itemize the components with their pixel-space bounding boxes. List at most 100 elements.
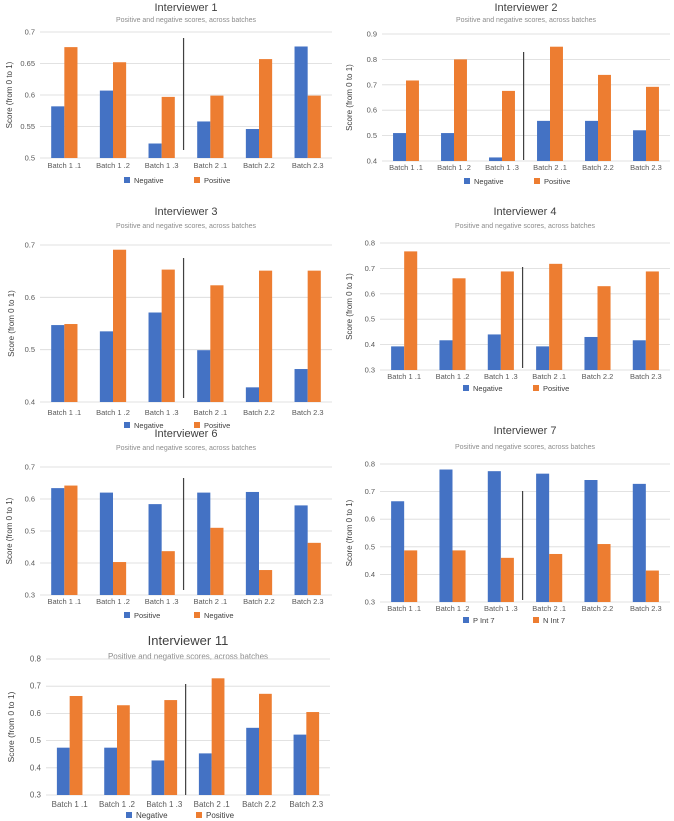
bar-positive-batch-1-2 (117, 705, 130, 795)
legend-label-positive: Positive (204, 176, 230, 185)
bar-positive-batch-2-2 (598, 74, 611, 161)
bar-negative-batch-1-1 (391, 346, 405, 370)
bar-positive-batch-2-3 (307, 95, 321, 158)
x-tick-label: Batch 2.2 (582, 372, 614, 381)
y-axis-label: Score (from 0 to 1) (7, 290, 16, 357)
bar-positive-batch-2-2 (259, 270, 273, 402)
x-tick-label: Batch 2 .1 (193, 408, 227, 417)
bar-positive-batch-1-1 (51, 488, 65, 595)
y-tick-label: 0.7 (365, 487, 375, 496)
x-tick-label: Batch 2.2 (243, 597, 275, 606)
x-tick-label: Batch 2.3 (630, 163, 662, 172)
bar-negative-batch-2-2 (246, 727, 259, 795)
x-tick-label: Batch 1 .1 (387, 604, 421, 613)
bar-n-int-7-batch-2-1 (549, 553, 563, 602)
bar-positive-batch-2-2 (597, 286, 611, 370)
bar-negative-batch-1-2 (113, 562, 127, 595)
x-tick-label: Batch 1 .2 (436, 372, 470, 381)
legend-label-n-int-7: N Int 7 (543, 616, 565, 625)
chart-title: Interviewer 3 (155, 206, 218, 218)
bar-negative-batch-2-1 (197, 121, 211, 158)
bar-positive-batch-1-1 (406, 80, 419, 161)
bar-negative-batch-1-3 (161, 551, 175, 595)
chart-interviewer-11: Interviewer 11 Positive and negative scor… (0, 632, 336, 821)
bar-p-int-7-batch-2-3 (632, 483, 646, 602)
bar-positive-batch-1-2 (454, 59, 467, 161)
bar-positive-batch-2-3 (645, 271, 659, 370)
legend-label-negative: Negative (473, 384, 503, 393)
y-tick-label: 0.55 (20, 122, 35, 131)
y-tick-label: 0.3 (365, 366, 375, 375)
chart-svg: Interviewer 3 Positive and negative score… (7, 206, 332, 430)
legend-label-negative: Negative (474, 177, 504, 186)
bar-negative-batch-2-3 (294, 46, 308, 158)
bar-negative-batch-1-2 (104, 747, 117, 795)
x-tick-label: Batch 2.2 (243, 161, 275, 170)
chart-title: Interviewer 7 (494, 425, 557, 437)
bar-positive-batch-1-3 (161, 96, 175, 158)
chart-svg: Interviewer 11 Positive and negative scor… (6, 633, 330, 820)
bar-negative-batch-1-2 (99, 331, 113, 402)
bar-negative-batch-2-3 (632, 340, 646, 370)
chart-svg: Interviewer 7 Positive and negative score… (345, 425, 670, 625)
chart-interviewer-3: Interviewer 3 Positive and negative score… (0, 205, 336, 430)
bar-negative-batch-1-1 (393, 133, 406, 161)
bar-positive-batch-1-2 (452, 278, 466, 370)
y-tick-label: 0.65 (20, 59, 35, 68)
x-tick-label: Batch 1 .3 (485, 163, 519, 172)
legend-swatch-positive (124, 612, 130, 618)
y-tick-label: 0.4 (365, 340, 375, 349)
bar-positive-batch-1-1 (64, 47, 78, 159)
y-tick-label: 0.4 (25, 398, 35, 407)
legend-swatch-n-int-7 (533, 617, 539, 623)
bar-negative-batch-1-2 (99, 90, 113, 158)
legend-label-positive: Positive (544, 177, 570, 186)
bar-positive-batch-2-1 (210, 285, 224, 402)
bar-positive-batch-1-1 (69, 695, 83, 795)
chart-subtitle: Positive and negative scores, across bat… (456, 17, 597, 24)
bar-positive-batch-1-3 (148, 504, 162, 595)
x-tick-label: Batch 1 .2 (436, 604, 470, 613)
bar-negative-batch-2-2 (585, 120, 598, 161)
y-axis-label: Score (from 0 to 1) (5, 61, 14, 128)
x-tick-label: Batch 1 .3 (146, 800, 183, 809)
y-tick-label: 0.6 (25, 495, 35, 504)
bar-positive-batch-2-1 (550, 46, 563, 162)
chart-subtitle: Positive and negative scores, across bat… (455, 223, 596, 230)
y-tick-label: 0.7 (25, 28, 35, 37)
bar-p-int-7-batch-1-2 (439, 469, 453, 602)
legend-label-negative: Negative (134, 176, 164, 185)
y-axis-label: Score (from 0 to 1) (5, 497, 14, 564)
bar-negative-batch-2-1 (536, 346, 550, 370)
bar-p-int-7-batch-1-3 (487, 471, 501, 602)
x-tick-label: Batch 2.3 (292, 408, 324, 417)
legend-label-p-int-7: P Int 7 (473, 616, 495, 625)
bar-positive-batch-1-3 (502, 90, 515, 161)
x-tick-label: Batch 2.3 (289, 800, 323, 809)
x-tick-label: Batch 2.2 (582, 604, 614, 613)
chart-title: Interviewer 2 (495, 2, 558, 14)
x-tick-label: Batch 2 .1 (533, 163, 567, 172)
legend-swatch-positive (194, 177, 200, 183)
legend-swatch-p-int-7 (463, 617, 469, 623)
chart-svg: Interviewer 1 Positive and negative score… (5, 2, 332, 185)
legend-swatch-negative (463, 385, 469, 391)
x-tick-label: Batch 1 .2 (99, 800, 136, 809)
bar-negative-batch-2-1 (197, 350, 211, 402)
y-tick-label: 0.5 (365, 315, 375, 324)
bar-p-int-7-batch-1-1 (391, 501, 405, 602)
x-tick-label: Batch 2.3 (630, 604, 662, 613)
y-tick-label: 0.9 (367, 30, 377, 39)
chart-subtitle: Positive and negative scores, across bat… (455, 444, 596, 451)
x-tick-label: Batch 1 .3 (145, 161, 179, 170)
chart-interviewer-1: Interviewer 1 Positive and negative score… (0, 0, 336, 196)
bar-negative-batch-1-3 (487, 334, 501, 370)
y-tick-label: 0.8 (365, 460, 375, 469)
y-tick-label: 0.8 (365, 239, 375, 248)
bar-negative-batch-2-3 (307, 542, 321, 595)
y-tick-label: 0.6 (365, 289, 375, 298)
bar-negative-batch-2-3 (633, 130, 646, 161)
y-tick-label: 0.7 (367, 80, 377, 89)
y-tick-label: 0.7 (25, 241, 35, 250)
bar-negative-batch-1-2 (441, 133, 454, 161)
